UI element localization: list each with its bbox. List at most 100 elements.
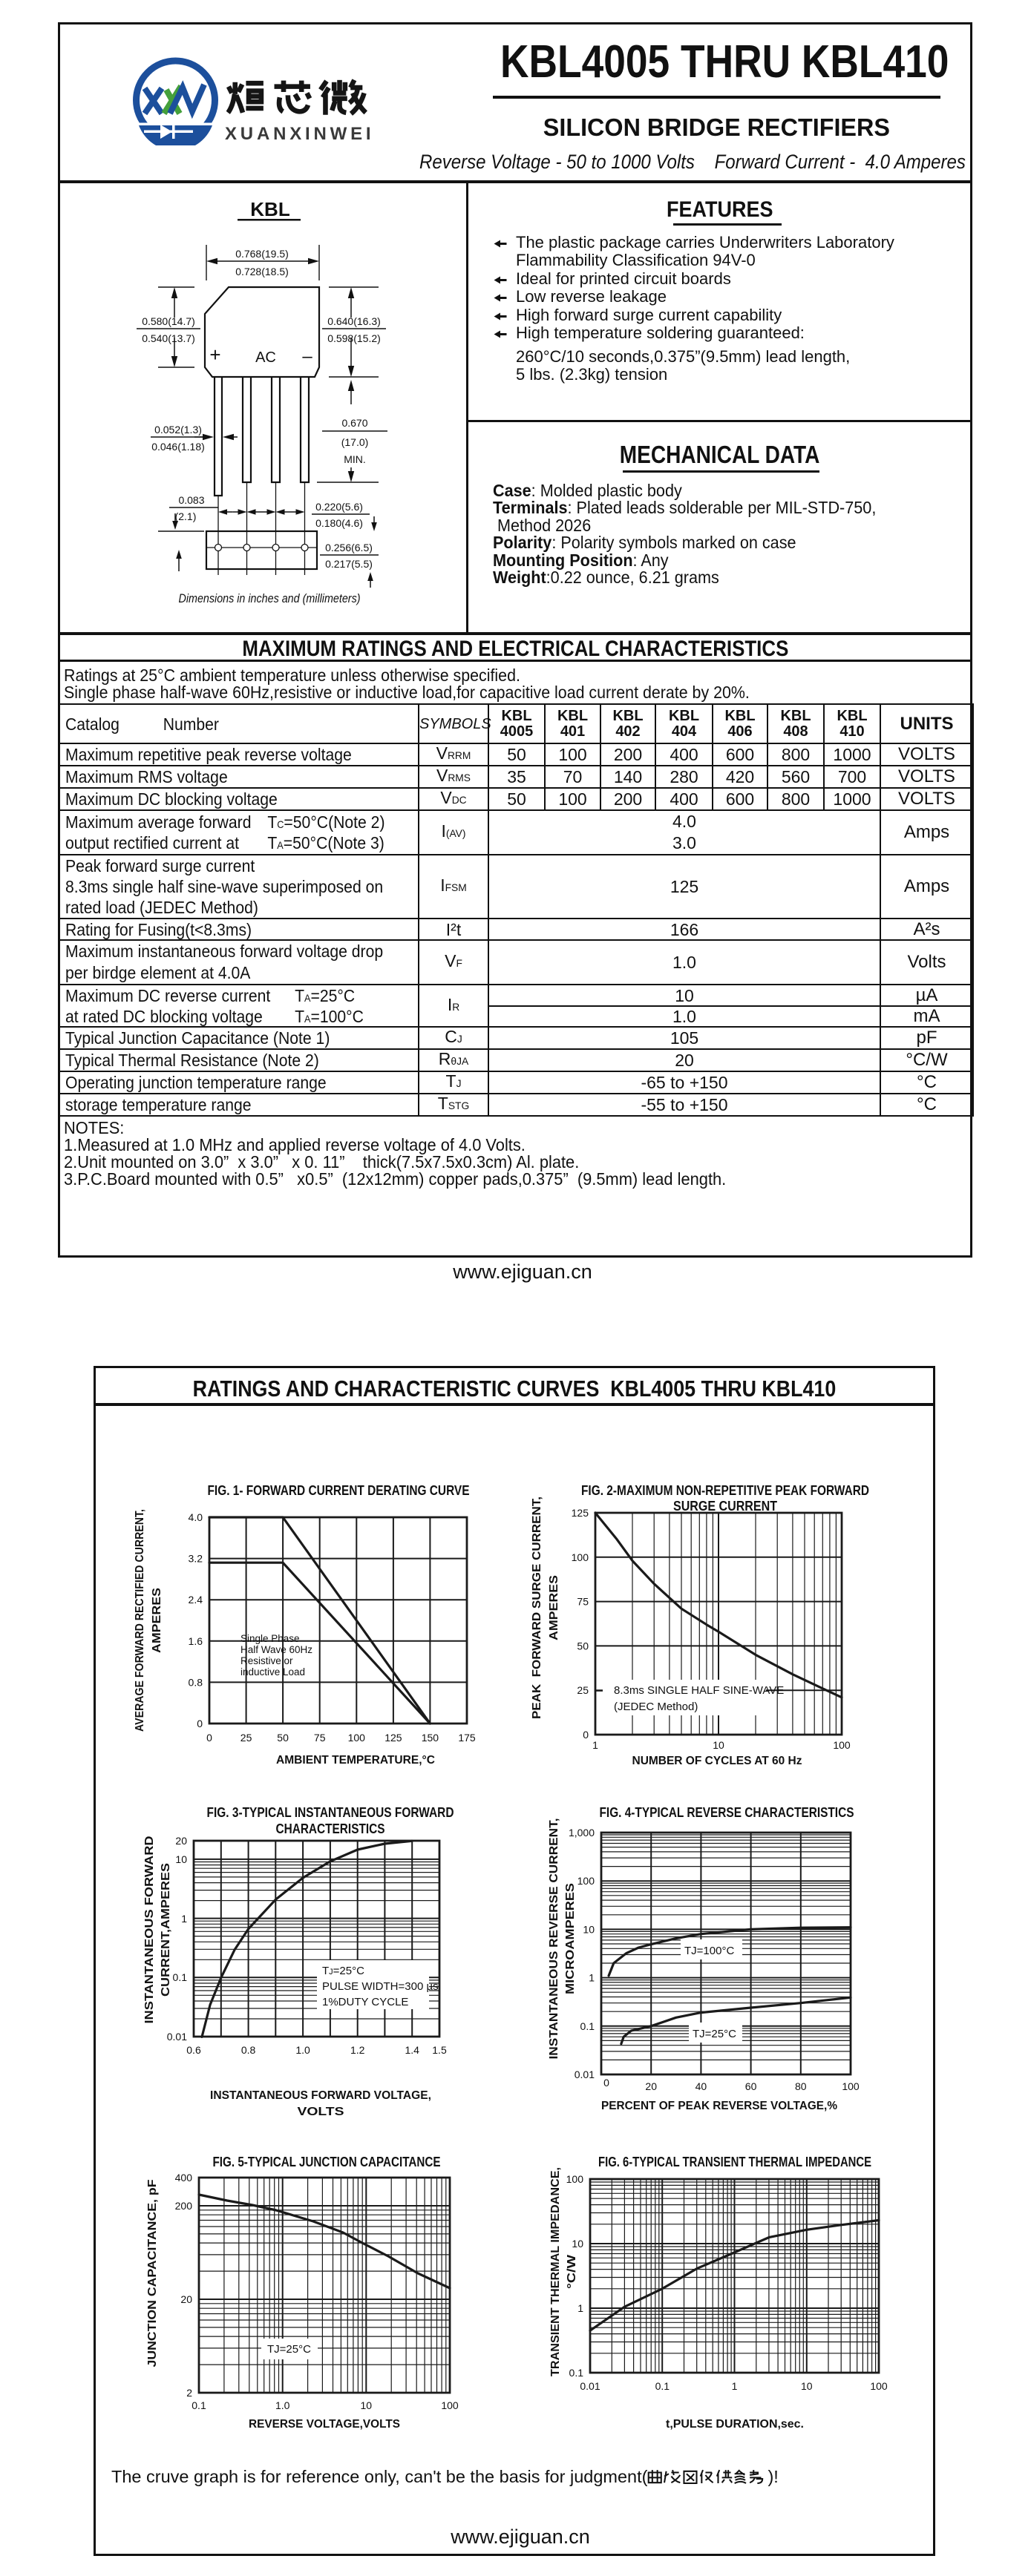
svg-text:CURRENT,AMPERES: CURRENT,AMPERES bbox=[160, 1863, 172, 1997]
svg-text:REVERSE VOLTAGE,VOLTS: REVERSE VOLTAGE,VOLTS bbox=[249, 2418, 400, 2431]
svg-text:2: 2 bbox=[186, 2387, 192, 2399]
svg-text:10: 10 bbox=[713, 1739, 724, 1751]
svg-text:50: 50 bbox=[277, 1732, 289, 1744]
svg-text:0.580(14.7): 0.580(14.7) bbox=[142, 315, 195, 327]
svg-text:1,000: 1,000 bbox=[569, 1827, 595, 1839]
svg-text:0.1: 0.1 bbox=[569, 2367, 584, 2379]
svg-text:0.052(1.3): 0.052(1.3) bbox=[154, 424, 202, 436]
svg-text:100: 100 bbox=[577, 1875, 595, 1887]
svg-text:0.1: 0.1 bbox=[655, 2380, 670, 2392]
svg-text:8.3ms SINGLE HALF SINE-WAVE: 8.3ms SINGLE HALF SINE-WAVE bbox=[614, 1684, 784, 1697]
svg-text:75: 75 bbox=[314, 1732, 326, 1744]
svg-text:75: 75 bbox=[577, 1596, 589, 1608]
svg-text:(JEDEC Method): (JEDEC Method) bbox=[614, 1701, 698, 1713]
svg-text:0.8: 0.8 bbox=[189, 1676, 203, 1688]
svg-text:80: 80 bbox=[795, 2080, 807, 2092]
svg-text:INSTANTANEOUS REVERSE CURRENT,: INSTANTANEOUS REVERSE CURRENT, bbox=[548, 1818, 560, 2060]
svg-text:0: 0 bbox=[583, 1729, 589, 1741]
svg-text:–: – bbox=[302, 346, 312, 367]
svg-text:MIN.: MIN. bbox=[344, 453, 366, 465]
svg-text:CHARACTERISTICS: CHARACTERISTICS bbox=[276, 1821, 385, 1836]
svg-text:100: 100 bbox=[572, 1551, 589, 1563]
svg-text:10: 10 bbox=[572, 2238, 583, 2250]
svg-text:10: 10 bbox=[175, 1853, 187, 1865]
svg-text:TRANSIENT THERMAL IMPEDANCE,: TRANSIENT THERMAL IMPEDANCE, bbox=[549, 2167, 562, 2376]
svg-text:0.01: 0.01 bbox=[580, 2380, 600, 2392]
svg-text:25: 25 bbox=[577, 1684, 589, 1696]
svg-text:FIG. 1- FORWARD CURRENT DERATI: FIG. 1- FORWARD CURRENT DERATING CURVE bbox=[208, 1483, 470, 1498]
svg-text:125: 125 bbox=[572, 1507, 589, 1519]
svg-text:0.01: 0.01 bbox=[167, 2031, 187, 2043]
svg-text:PERCENT OF PEAK REVERSE VOLTAG: PERCENT OF PEAK REVERSE VOLTAGE,% bbox=[601, 2100, 837, 2112]
svg-text:60: 60 bbox=[745, 2080, 757, 2092]
svg-text:(2.1): (2.1) bbox=[175, 510, 197, 522]
svg-text:0.6: 0.6 bbox=[186, 2044, 201, 2056]
svg-text:0: 0 bbox=[206, 1732, 212, 1744]
svg-text:0.540(13.7): 0.540(13.7) bbox=[142, 332, 195, 344]
svg-text:100: 100 bbox=[441, 2399, 459, 2411]
svg-text:0.046(1.18): 0.046(1.18) bbox=[151, 441, 205, 453]
svg-text:40: 40 bbox=[695, 2080, 707, 2092]
svg-text:20: 20 bbox=[180, 2293, 192, 2305]
svg-text:1: 1 bbox=[732, 2380, 738, 2392]
svg-text:VOLTS: VOLTS bbox=[298, 2106, 344, 2118]
svg-text:0.01: 0.01 bbox=[575, 2069, 595, 2080]
svg-text:Single Phase: Single Phase bbox=[240, 1633, 300, 1644]
svg-text:1: 1 bbox=[181, 1913, 187, 1925]
svg-text:Dimensions in inches and (mill: Dimensions in inches and (millimeters) bbox=[179, 591, 361, 605]
svg-text:NUMBER OF CYCLES AT 60 Hz: NUMBER OF CYCLES AT 60 Hz bbox=[632, 1755, 802, 1767]
svg-text:MICROAMPERES: MICROAMPERES bbox=[564, 1883, 577, 1994]
svg-text:inductive Load: inductive Load bbox=[240, 1666, 305, 1678]
svg-text:400: 400 bbox=[175, 2172, 193, 2184]
svg-text:200: 200 bbox=[175, 2200, 193, 2212]
svg-text:100: 100 bbox=[870, 2380, 888, 2392]
svg-text:PULSE WIDTH=300 µs: PULSE WIDTH=300 µs bbox=[322, 1980, 439, 1993]
svg-text:100: 100 bbox=[566, 2173, 584, 2185]
svg-text:0.256(6.5): 0.256(6.5) bbox=[325, 542, 373, 553]
svg-text:AMBIENT TEMPERATURE,°C: AMBIENT TEMPERATURE,°C bbox=[276, 1754, 435, 1767]
svg-text:0.1: 0.1 bbox=[580, 2020, 595, 2032]
svg-text:+: + bbox=[209, 344, 220, 366]
svg-text:Resistive or: Resistive or bbox=[240, 1655, 293, 1666]
svg-text:(17.0): (17.0) bbox=[341, 436, 369, 448]
svg-text:0.8: 0.8 bbox=[241, 2044, 256, 2056]
svg-text:20: 20 bbox=[645, 2080, 657, 2092]
svg-text:AMPERES: AMPERES bbox=[151, 1588, 163, 1653]
svg-text:FIG. 3-TYPICAL INSTANTANEOUS F: FIG. 3-TYPICAL INSTANTANEOUS FORWARD bbox=[207, 1805, 454, 1820]
svg-text:0.220(5.6): 0.220(5.6) bbox=[315, 501, 363, 513]
svg-text:25: 25 bbox=[240, 1732, 252, 1744]
svg-text:INSTANTANEOUS FORWARD VOLTAGE,: INSTANTANEOUS FORWARD VOLTAGE, bbox=[210, 2089, 431, 2102]
svg-text:1: 1 bbox=[592, 1739, 598, 1751]
svg-text:KBL: KBL bbox=[250, 198, 290, 220]
svg-text:175: 175 bbox=[458, 1732, 476, 1744]
svg-text:TJ=25°C: TJ=25°C bbox=[267, 2343, 311, 2356]
svg-text:125: 125 bbox=[384, 1732, 402, 1744]
svg-text:TJ=25°C: TJ=25°C bbox=[322, 1965, 364, 1977]
svg-text:0.217(5.5): 0.217(5.5) bbox=[325, 558, 373, 570]
svg-text:10: 10 bbox=[361, 2399, 373, 2411]
svg-text:1.6: 1.6 bbox=[189, 1635, 203, 1647]
svg-text:20: 20 bbox=[175, 1835, 187, 1847]
svg-text:150: 150 bbox=[422, 1732, 439, 1744]
svg-text:TJ=25°C: TJ=25°C bbox=[693, 2028, 736, 2040]
svg-text:100: 100 bbox=[842, 2080, 860, 2092]
svg-text:FIG. 6-TYPICAL TRANSIENT THERM: FIG. 6-TYPICAL TRANSIENT THERMAL IMPEDAN… bbox=[598, 2155, 871, 2169]
svg-text:1: 1 bbox=[577, 2302, 583, 2314]
svg-text:1.4: 1.4 bbox=[405, 2044, 419, 2056]
svg-text:FIG. 5-TYPICAL JUNCTION CAPACI: FIG. 5-TYPICAL JUNCTION CAPACITANCE bbox=[213, 2155, 441, 2169]
svg-text:3.2: 3.2 bbox=[189, 1553, 203, 1565]
svg-text:10: 10 bbox=[801, 2380, 813, 2392]
svg-text:1.5: 1.5 bbox=[432, 2044, 447, 2056]
svg-text:0.598(15.2): 0.598(15.2) bbox=[327, 332, 381, 344]
svg-text:SURGE CURRENT: SURGE CURRENT bbox=[673, 1499, 777, 1514]
svg-text:INSTANTANEOUS FORWARD: INSTANTANEOUS FORWARD bbox=[143, 1836, 156, 2024]
svg-text:JUNCTION CAPACITANCE, pF: JUNCTION CAPACITANCE, pF bbox=[146, 2179, 159, 2367]
svg-text:FIG. 4-TYPICAL REVERSE CHARACT: FIG. 4-TYPICAL REVERSE CHARACTERISTICS bbox=[600, 1805, 854, 1820]
svg-text:0.728(18.5): 0.728(18.5) bbox=[235, 266, 289, 277]
svg-text:Half Wave 60Hz: Half Wave 60Hz bbox=[240, 1644, 312, 1655]
svg-text:10: 10 bbox=[583, 1923, 595, 1935]
svg-text:1.0: 1.0 bbox=[295, 2044, 310, 2056]
svg-text:1.0: 1.0 bbox=[275, 2399, 290, 2411]
svg-text:AVERAGE FORWARD RECTIFIED CURR: AVERAGE FORWARD RECTIFIED CURRENT, bbox=[134, 1509, 146, 1732]
svg-text:t,PULSE DURATION,sec.: t,PULSE DURATION,sec. bbox=[666, 2418, 804, 2431]
